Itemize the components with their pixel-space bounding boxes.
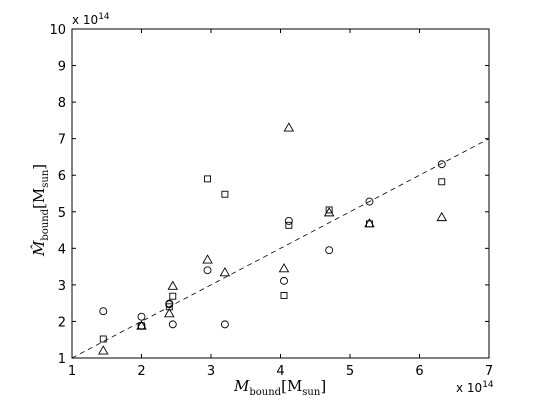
triangle-point [364, 218, 375, 228]
square-point [280, 292, 288, 299]
square-point [366, 220, 373, 228]
y-tick-label: 4 [58, 242, 66, 257]
circle-point [99, 307, 108, 316]
circle-point [365, 197, 374, 206]
square-point [438, 178, 446, 186]
x-axis-multiplier: x 1014 [456, 380, 494, 395]
data-points [97, 122, 448, 355]
triangle-point [436, 211, 448, 222]
x-tick-label: 4 [276, 364, 284, 379]
axis-ticks: 1 2 3 4 5 6 7 1 2 3 4 5 6 7 8 9 10 [49, 23, 493, 379]
triangle-point [283, 122, 295, 132]
y-tick-label: 1 [58, 352, 66, 367]
triangle-point [202, 254, 213, 264]
circle-point [203, 266, 212, 275]
circle-point [168, 320, 177, 329]
square-point [169, 292, 177, 300]
circle-point [437, 160, 446, 169]
triangle-point [323, 207, 335, 217]
triangle-point [97, 345, 109, 355]
circle-point [325, 246, 334, 255]
triangle-point [278, 263, 290, 273]
triangle-point [136, 320, 147, 330]
x-tick-label: 2 [137, 364, 145, 379]
x-tick-label: 7 [485, 364, 493, 379]
square-point [99, 335, 107, 343]
square-point [165, 303, 173, 311]
circle-point [137, 312, 146, 321]
circle-point [220, 320, 229, 329]
square-point [325, 206, 333, 214]
y-tick-label: 8 [58, 96, 66, 111]
y-tick-label: 6 [58, 169, 66, 184]
triangle-point [219, 267, 231, 277]
plot-area [71, 28, 490, 359]
triangle-point [164, 307, 175, 318]
triangle-point [167, 280, 179, 290]
y-axis-label: M̂bound[Msun] [30, 164, 51, 257]
y-axis-multiplier: x 1014 [72, 12, 110, 27]
square-point [285, 221, 293, 229]
circle-point [284, 216, 293, 225]
x-tick-label: 6 [415, 364, 423, 379]
x-tick-label: 3 [207, 364, 215, 379]
x-axis-label: Mbound[Msun] [233, 377, 326, 398]
circle-point [280, 276, 288, 285]
plot-frame [71, 28, 490, 359]
y-tick-label: 2 [58, 315, 66, 330]
y-tick-label: 7 [58, 133, 66, 148]
x-tick-label: 1 [68, 364, 76, 379]
square-point [221, 190, 229, 198]
y-tick-label: 10 [49, 23, 66, 38]
x-tick-label: 5 [346, 364, 354, 379]
y-tick-label: 3 [58, 279, 66, 294]
reference-line [71, 138, 490, 359]
y-tick-label: 9 [58, 60, 66, 75]
circle-point [165, 300, 174, 309]
square-point [204, 175, 211, 183]
y-tick-label: 5 [58, 206, 66, 221]
